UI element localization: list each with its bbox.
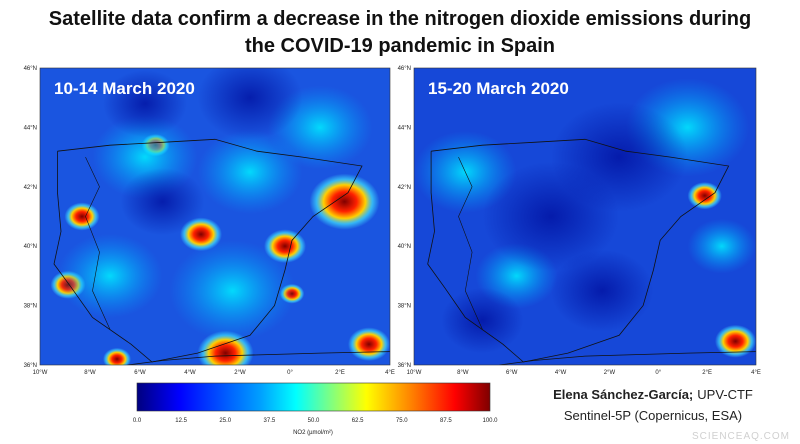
lat-label: 36°N <box>398 363 411 369</box>
colorbar-tick-label: 25.0 <box>219 418 231 424</box>
border <box>85 156 111 330</box>
map-field <box>414 68 756 365</box>
colorbar-tick-label: 87.5 <box>440 418 452 424</box>
lat-label: 40°N <box>398 244 411 250</box>
lat-label: 46°N <box>24 66 37 72</box>
map-field <box>40 68 390 365</box>
lon-label: 6°W <box>506 370 518 376</box>
lat-label: 40°N <box>24 244 37 250</box>
colorbar-tick-label: 75.0 <box>396 418 408 424</box>
lon-label: 10°W <box>407 370 422 376</box>
concentration-area <box>169 240 296 342</box>
lon-label: 6°W <box>134 370 146 376</box>
affiliation: UPV-CTF <box>697 387 753 402</box>
colorbar-label: NO2 (µmol/m²) <box>293 430 333 436</box>
concentration-area <box>103 347 131 365</box>
title-line: Satellite data confirm a decrease in the… <box>48 8 752 30</box>
lat-label: 38°N <box>24 304 37 310</box>
concentration-area <box>103 70 187 138</box>
source: Sentinel-5P (Copernicus, ESA) <box>563 408 743 423</box>
concentration-area <box>687 218 756 274</box>
coastline <box>53 138 363 363</box>
title: Satellite data confirm a decrease in the… <box>0 6 800 60</box>
colorbar-tick-label: 62.5 <box>352 418 364 424</box>
lat-label: 44°N <box>398 125 411 131</box>
lon-label: 2°W <box>604 370 616 376</box>
lat-label: 42°N <box>24 185 37 191</box>
lon-label: 0° <box>287 370 293 376</box>
lon-label: 0° <box>655 370 661 376</box>
colorbar-tick-label: 37.5 <box>264 418 276 424</box>
concentration-area <box>57 233 163 318</box>
lon-label: 4°E <box>751 370 761 376</box>
credits: Elena Sánchez-García; UPV-CTF Sentinel-5P… <box>528 384 778 426</box>
concentration-area <box>197 129 303 214</box>
concentration-area <box>550 249 654 332</box>
title-line: the COVID-19 pandemic in Spain <box>244 35 556 57</box>
concentration-area <box>441 287 524 354</box>
concentration-area <box>348 327 390 362</box>
lon-label: 4°W <box>184 370 196 376</box>
lat-label: 38°N <box>398 304 411 310</box>
colorbar-tick-label: 12.5 <box>175 418 187 424</box>
lat-label: 44°N <box>24 125 37 131</box>
lat-label: 36°N <box>24 363 37 369</box>
coastline <box>427 138 730 363</box>
lat-label: 46°N <box>398 66 411 72</box>
lon-label: 2°E <box>335 370 345 376</box>
colorbar-tick-label: 0.0 <box>133 418 142 424</box>
lon-label: 4°E <box>385 370 395 376</box>
lon-label: 2°W <box>234 370 246 376</box>
coastline <box>127 351 390 365</box>
concentration-area <box>550 102 688 212</box>
lon-label: 10°W <box>33 370 48 376</box>
concentration-area <box>309 173 380 230</box>
colorbar-tick-label: 50.0 <box>308 418 320 424</box>
lon-label: 8°W <box>457 370 469 376</box>
lon-label: 8°W <box>84 370 96 376</box>
map-frame <box>39 67 391 366</box>
border <box>458 156 483 330</box>
concentration-area <box>714 324 756 358</box>
lat-label: 42°N <box>398 185 411 191</box>
watermark: SCIENCEAQ.COM <box>691 431 790 442</box>
lon-label: 2°E <box>702 370 712 376</box>
concentration-area <box>197 68 303 140</box>
panel-label: 10-14 March 2020 <box>54 79 195 98</box>
map-frame <box>413 67 757 366</box>
concentration-area <box>120 168 205 236</box>
colorbar-tick-label: 100.0 <box>482 418 498 424</box>
concentration-area <box>687 182 722 210</box>
author: Elena Sánchez-García; <box>553 387 694 402</box>
concentration-area <box>64 202 100 231</box>
panel-label: 15-20 March 2020 <box>428 79 569 98</box>
map-panel: 10-14 March 2020 46°N 44°N 42°N 40°N 38°N 36°N… <box>24 66 395 376</box>
colorbar <box>136 382 491 412</box>
lon-label: 4°W <box>555 370 567 376</box>
coastline <box>499 351 756 365</box>
map-panel: 15-20 March 2020 46°N 44°N 42°N 40°N 38°N 36°N… <box>398 66 761 376</box>
